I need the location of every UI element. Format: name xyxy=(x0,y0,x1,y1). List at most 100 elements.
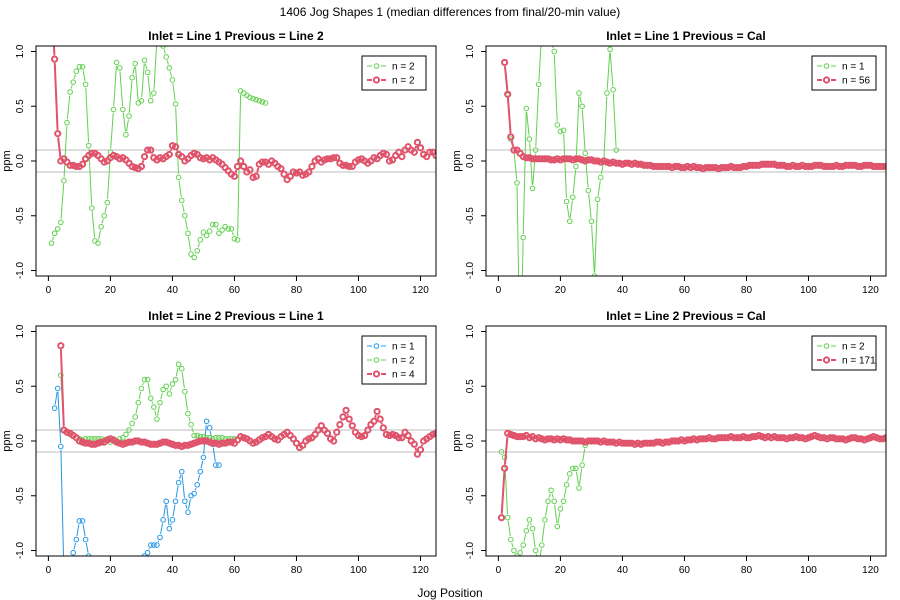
panel-frame xyxy=(485,45,887,277)
data-point xyxy=(85,553,92,556)
legend-box xyxy=(811,335,877,371)
series-line-segment xyxy=(234,169,238,174)
data-point xyxy=(584,437,592,445)
data-point xyxy=(570,465,576,472)
data-point xyxy=(129,74,135,81)
data-point xyxy=(169,517,176,523)
data-point xyxy=(563,198,570,205)
legend-marker xyxy=(373,357,380,363)
data-point xyxy=(625,439,633,447)
legend-entry: n = 1 xyxy=(842,62,865,73)
series-line-segment xyxy=(522,111,527,235)
series-line-segment xyxy=(606,52,611,90)
data-point xyxy=(144,376,151,383)
series-line-segment xyxy=(52,236,55,240)
data-point xyxy=(147,395,154,402)
data-point xyxy=(150,440,158,448)
data-point xyxy=(523,105,530,112)
series-line-segment xyxy=(579,96,582,103)
data-point xyxy=(733,163,741,172)
data-point xyxy=(708,435,716,443)
series-line-segment xyxy=(169,387,172,391)
data-point xyxy=(826,434,834,442)
series-line-segment xyxy=(552,46,554,49)
series-line-segment xyxy=(529,142,533,185)
data-point xyxy=(157,534,163,541)
panel-frame xyxy=(485,325,887,557)
series-line-segment xyxy=(420,444,424,447)
series-line-segment xyxy=(503,66,509,91)
chart-panel-3: Inlet = Line 2 Previous = Line 1 ppm 0 20 40… xyxy=(1,309,437,576)
data-point xyxy=(522,154,530,162)
data-point xyxy=(413,138,421,146)
data-point xyxy=(513,433,521,441)
series-line-segment xyxy=(548,493,551,499)
data-point xyxy=(835,162,844,171)
data-point xyxy=(163,498,170,505)
series-line-segment xyxy=(169,148,173,152)
legend-marker xyxy=(822,356,831,364)
y-tick-label: -0.5 xyxy=(465,207,476,225)
x-tick-label: 60 xyxy=(679,285,691,296)
data-point xyxy=(166,65,173,71)
data-point xyxy=(730,434,738,442)
legend-marker xyxy=(372,76,381,84)
data-point xyxy=(416,446,425,454)
y-tick-label: 0.0 xyxy=(465,154,476,168)
data-point xyxy=(147,440,155,448)
y-tick-label: 1.0 xyxy=(465,324,476,338)
legend: n = 2 n = 2 xyxy=(361,55,427,91)
data-point xyxy=(526,136,533,142)
data-point xyxy=(395,434,403,442)
data-point xyxy=(135,399,142,406)
data-point xyxy=(544,435,552,443)
x-tick-label: 20 xyxy=(555,565,567,576)
legend-box xyxy=(361,55,427,91)
data-point xyxy=(572,155,580,163)
series-line-segment xyxy=(101,218,104,224)
y-tick-label: 0.0 xyxy=(465,434,476,448)
series-line-segment xyxy=(166,60,169,65)
x-tick-label: 120 xyxy=(862,285,879,296)
series-line-segment xyxy=(122,112,126,132)
data-point xyxy=(216,230,222,237)
data-point xyxy=(566,471,573,477)
data-point xyxy=(835,435,844,443)
data-point xyxy=(364,426,372,434)
x-tick-label: 60 xyxy=(679,565,691,576)
series-line-segment xyxy=(132,66,135,75)
series-line-segment xyxy=(163,49,166,54)
data-point xyxy=(120,106,126,113)
data-point xyxy=(213,221,219,228)
data-point xyxy=(792,162,800,171)
data-point xyxy=(882,162,886,171)
series-line-segment xyxy=(153,46,157,90)
legend-entry: n = 2 xyxy=(392,76,415,87)
series-line-segment xyxy=(166,504,170,526)
series-line-segment xyxy=(510,140,515,147)
series-line-segment xyxy=(63,126,68,178)
panels: Inlet = Line 1 Previous = Line 2 ppm 0 20 40… xyxy=(1,29,887,576)
data-point xyxy=(154,542,160,548)
y-tick-label: -1.0 xyxy=(465,261,476,279)
data-point xyxy=(172,376,179,383)
data-point xyxy=(764,160,772,168)
data-point xyxy=(182,388,188,395)
y-tick-label: -1.0 xyxy=(15,541,26,559)
data-point xyxy=(95,240,101,246)
legend-entry: n = 4 xyxy=(392,370,415,381)
x-tick-label: 80 xyxy=(291,565,303,576)
series-line-segment xyxy=(188,416,191,422)
data-point xyxy=(144,549,151,556)
data-point xyxy=(76,518,83,524)
data-point xyxy=(151,404,157,410)
data-point xyxy=(529,525,536,532)
legend-marker xyxy=(823,343,830,349)
data-point xyxy=(557,128,564,135)
data-point xyxy=(370,417,378,425)
data-point xyxy=(123,431,129,438)
series-line-segment xyxy=(160,392,163,400)
y-tick-label: 1.0 xyxy=(465,44,476,58)
series-line-segment xyxy=(104,205,108,213)
data-point xyxy=(171,441,180,449)
